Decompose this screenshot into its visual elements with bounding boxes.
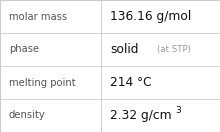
Text: 136.16 g/mol: 136.16 g/mol xyxy=(110,10,191,23)
Text: 214 °C: 214 °C xyxy=(110,76,152,89)
Text: solid: solid xyxy=(110,43,139,56)
Text: density: density xyxy=(9,110,46,121)
Text: molar mass: molar mass xyxy=(9,11,67,22)
Text: 3: 3 xyxy=(175,106,181,115)
Text: (at STP): (at STP) xyxy=(157,45,191,54)
Text: phase: phase xyxy=(9,44,39,55)
Text: melting point: melting point xyxy=(9,77,75,88)
Text: 2.32 g/cm: 2.32 g/cm xyxy=(110,109,172,122)
